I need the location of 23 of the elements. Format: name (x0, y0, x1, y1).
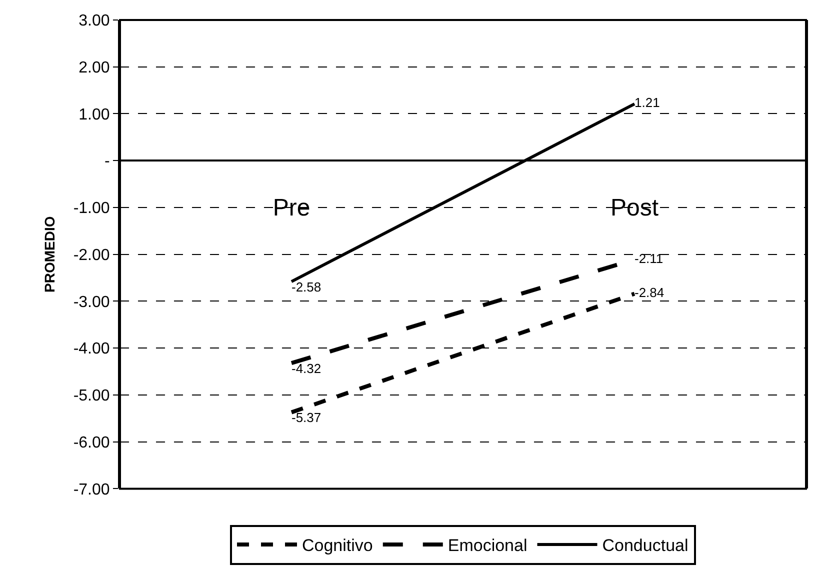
x-tick-label: Post (610, 194, 659, 222)
legend-label: Emocional (448, 536, 528, 556)
y-tick-label: 2.00 (78, 59, 110, 76)
data-label: -2.58 (292, 279, 322, 294)
y-tick-label: -6.00 (73, 434, 110, 452)
y-tick-label: -2.00 (73, 246, 110, 264)
y-tick-label: 3.00 (78, 12, 110, 30)
data-label: -4.32 (292, 360, 322, 376)
y-tick-label: - (104, 153, 110, 170)
data-label: 1.21 (634, 95, 660, 110)
data-label: -2.11 (634, 250, 664, 266)
y-tick-label: -1.00 (73, 200, 110, 218)
y-tick-label: 1.00 (78, 106, 110, 124)
y-tick-label: -4.00 (73, 340, 110, 358)
data-label: -2.84 (634, 284, 664, 300)
y-tick-label: -3.00 (73, 294, 110, 311)
y-tick-label: -7.00 (73, 481, 110, 498)
legend-label: Conductual (602, 536, 688, 556)
data-label: -5.37 (292, 410, 322, 426)
x-tick-label: Pre (272, 194, 310, 222)
legend-label: Cognitivo (302, 536, 373, 556)
y-axis-title: PROMEDIO (41, 216, 58, 292)
y-tick-label: -5.00 (73, 388, 110, 405)
